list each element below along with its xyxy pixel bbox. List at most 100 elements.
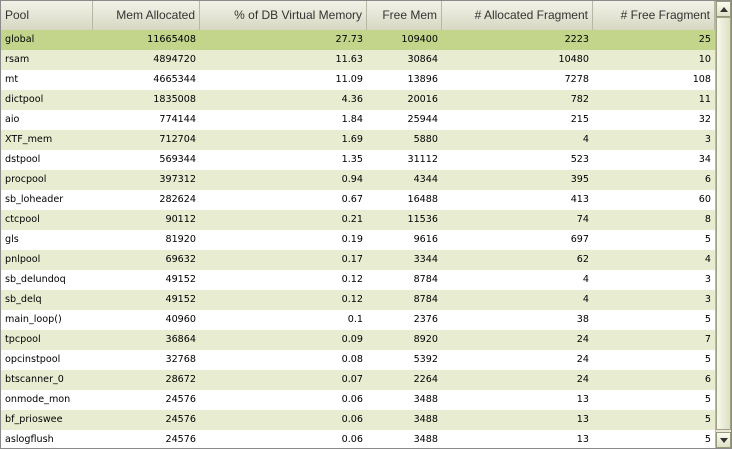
cell-pct-db-virtual-memory: 0.19 [341,234,363,245]
cell-mem-allocated: 69632 [165,254,196,265]
scroll-down-button[interactable] [716,432,731,448]
cell-allocated-fragment: 4 [582,274,589,285]
column-header-pool[interactable]: Pool [1,1,93,30]
cell-allocated-fragment: 10480 [558,54,589,65]
cell-pct-db-virtual-memory: 11.63 [335,54,363,65]
cell-pct-db-virtual-memory: 0.07 [341,374,363,385]
cell-mem-allocated: 24576 [165,414,196,425]
cell-pct-db-virtual-memory: 0.17 [341,254,363,265]
scroll-up-arrow-icon [719,6,728,12]
cell-mem-allocated: 11665408 [147,34,196,45]
cell-allocated-fragment: 74 [576,214,589,225]
cell-pct-db-virtual-memory: 1.35 [341,154,363,165]
cell-pct-db-virtual-memory: 0.06 [341,394,363,405]
vertical-scrollbar[interactable] [715,1,731,448]
cell-allocated-fragment: 2223 [564,34,589,45]
cell-pct-db-virtual-memory: 11.09 [335,74,363,85]
cell-allocated-fragment: 7278 [564,74,589,85]
table-row[interactable]: sb_loheader 282624 0.67 16488 413 60 [1,190,715,210]
cell-mem-allocated: 90112 [165,214,196,225]
cell-mem-allocated: 4894720 [153,54,196,65]
cell-free-fragment: 8 [704,214,711,225]
cell-free-mem: 31112 [407,154,438,165]
table-row[interactable]: mt 4665344 11.09 13896 7278 108 [1,70,715,90]
cell-free-fragment: 7 [704,334,711,345]
grid-header: Pool Mem Allocated% of DB Virtual Memory F… [1,1,715,31]
table-row[interactable]: bf_prioswee 24576 0.06 3488 13 5 [1,410,715,430]
cell-mem-allocated: 36864 [165,334,196,345]
cell-mem-allocated: 397312 [159,174,196,185]
table-row[interactable]: gls 81920 0.19 9616 697 5 [1,230,715,250]
table-row[interactable]: opcinstpool 32768 0.08 5392 24 5 [1,350,715,370]
table-row[interactable]: aio 774144 1.84 25944 215 32 [1,110,715,130]
cell-free-mem: 109400 [401,34,438,45]
column-header-free-fragment[interactable]: # Free Fragment [593,1,715,30]
cell-free-mem: 13896 [407,74,438,85]
cell-free-fragment: 5 [704,314,711,325]
cell-allocated-fragment: 4 [582,294,589,305]
cell-pct-db-virtual-memory: 4.36 [341,94,363,105]
cell-free-fragment: 6 [704,374,711,385]
table-row[interactable]: ctcpool 90112 0.21 11536 74 8 [1,210,715,230]
scroll-up-button[interactable] [716,1,731,17]
cell-allocated-fragment: 523 [570,154,589,165]
cell-pool: onmode_mon [5,394,71,405]
cell-free-fragment: 25 [698,34,711,45]
cell-mem-allocated: 4665344 [153,74,196,85]
cell-pct-db-virtual-memory: 0.12 [341,294,363,305]
cell-pct-db-virtual-memory: 27.73 [335,34,363,45]
table-row[interactable]: global 11665408 27.73 109400 2223 25 [1,30,715,50]
cell-pool: rsam [5,54,30,65]
cell-mem-allocated: 24576 [165,434,196,445]
table-row[interactable]: sb_delundoq 49152 0.12 8784 4 3 [1,270,715,290]
cell-pool: sb_delq [5,294,42,305]
cell-free-fragment: 5 [704,414,711,425]
column-header-free-mem[interactable]: Free Mem [367,1,442,30]
cell-free-mem: 11536 [407,214,438,225]
cell-free-mem: 9616 [413,234,438,245]
cell-free-fragment: 4 [704,254,711,265]
cell-free-fragment: 6 [704,174,711,185]
cell-free-mem: 5392 [413,354,438,365]
cell-free-fragment: 3 [704,294,711,305]
scrollbar-thumb[interactable] [716,17,731,430]
cell-free-mem: 4344 [413,174,438,185]
table-row[interactable]: onmode_mon 24576 0.06 3488 13 5 [1,390,715,410]
table-row[interactable]: rsam 4894720 11.63 30864 10480 10 [1,50,715,70]
column-header-pct-db-virtual-memory[interactable]: % of DB Virtual Memory [200,1,367,30]
cell-pct-db-virtual-memory: 1.69 [341,134,363,145]
cell-mem-allocated: 774144 [159,114,196,125]
cell-allocated-fragment: 13 [576,394,589,405]
table-row[interactable]: aslogflush 24576 0.06 3488 13 5 [1,430,715,448]
table-row[interactable]: dstpool 569344 1.35 31112 523 34 [1,150,715,170]
cell-pct-db-virtual-memory: 0.12 [341,274,363,285]
cell-free-mem: 5880 [413,134,438,145]
cell-allocated-fragment: 697 [570,234,589,245]
column-header-mem-allocated[interactable]: Mem Allocated [93,1,200,30]
column-header-allocated-fragment[interactable]: # Allocated Fragment [442,1,593,30]
table-row[interactable]: btscanner_0 28672 0.07 2264 24 6 [1,370,715,390]
table-row[interactable]: sb_delq 49152 0.12 8784 4 3 [1,290,715,310]
table-row[interactable]: pnlpool 69632 0.17 3344 62 4 [1,250,715,270]
cell-free-fragment: 3 [704,274,711,285]
scroll-down-arrow-icon [719,437,728,443]
cell-allocated-fragment: 13 [576,434,589,445]
cell-pct-db-virtual-memory: 0.08 [341,354,363,365]
cell-mem-allocated: 81920 [165,234,196,245]
table-row[interactable]: XTF_mem 712704 1.69 5880 4 3 [1,130,715,150]
table-row[interactable]: tpcpool 36864 0.09 8920 24 7 [1,330,715,350]
table-row[interactable]: dictpool 1835008 4.36 20016 782 11 [1,90,715,110]
cell-pool: pnlpool [5,254,41,265]
cell-free-mem: 2264 [413,374,438,385]
table-row[interactable]: procpool 397312 0.94 4344 395 6 [1,170,715,190]
cell-mem-allocated: 24576 [165,394,196,405]
cell-free-mem: 30864 [407,54,438,65]
cell-free-fragment: 10 [698,54,711,65]
cell-free-mem: 16488 [407,194,438,205]
cell-pool: sb_loheader [5,194,64,205]
cell-pct-db-virtual-memory: 0.06 [341,414,363,425]
table-row[interactable]: main_loop() 40960 0.1 2376 38 5 [1,310,715,330]
cell-free-fragment: 34 [698,154,711,165]
cell-free-fragment: 5 [704,354,711,365]
cell-pool: opcinstpool [5,354,61,365]
